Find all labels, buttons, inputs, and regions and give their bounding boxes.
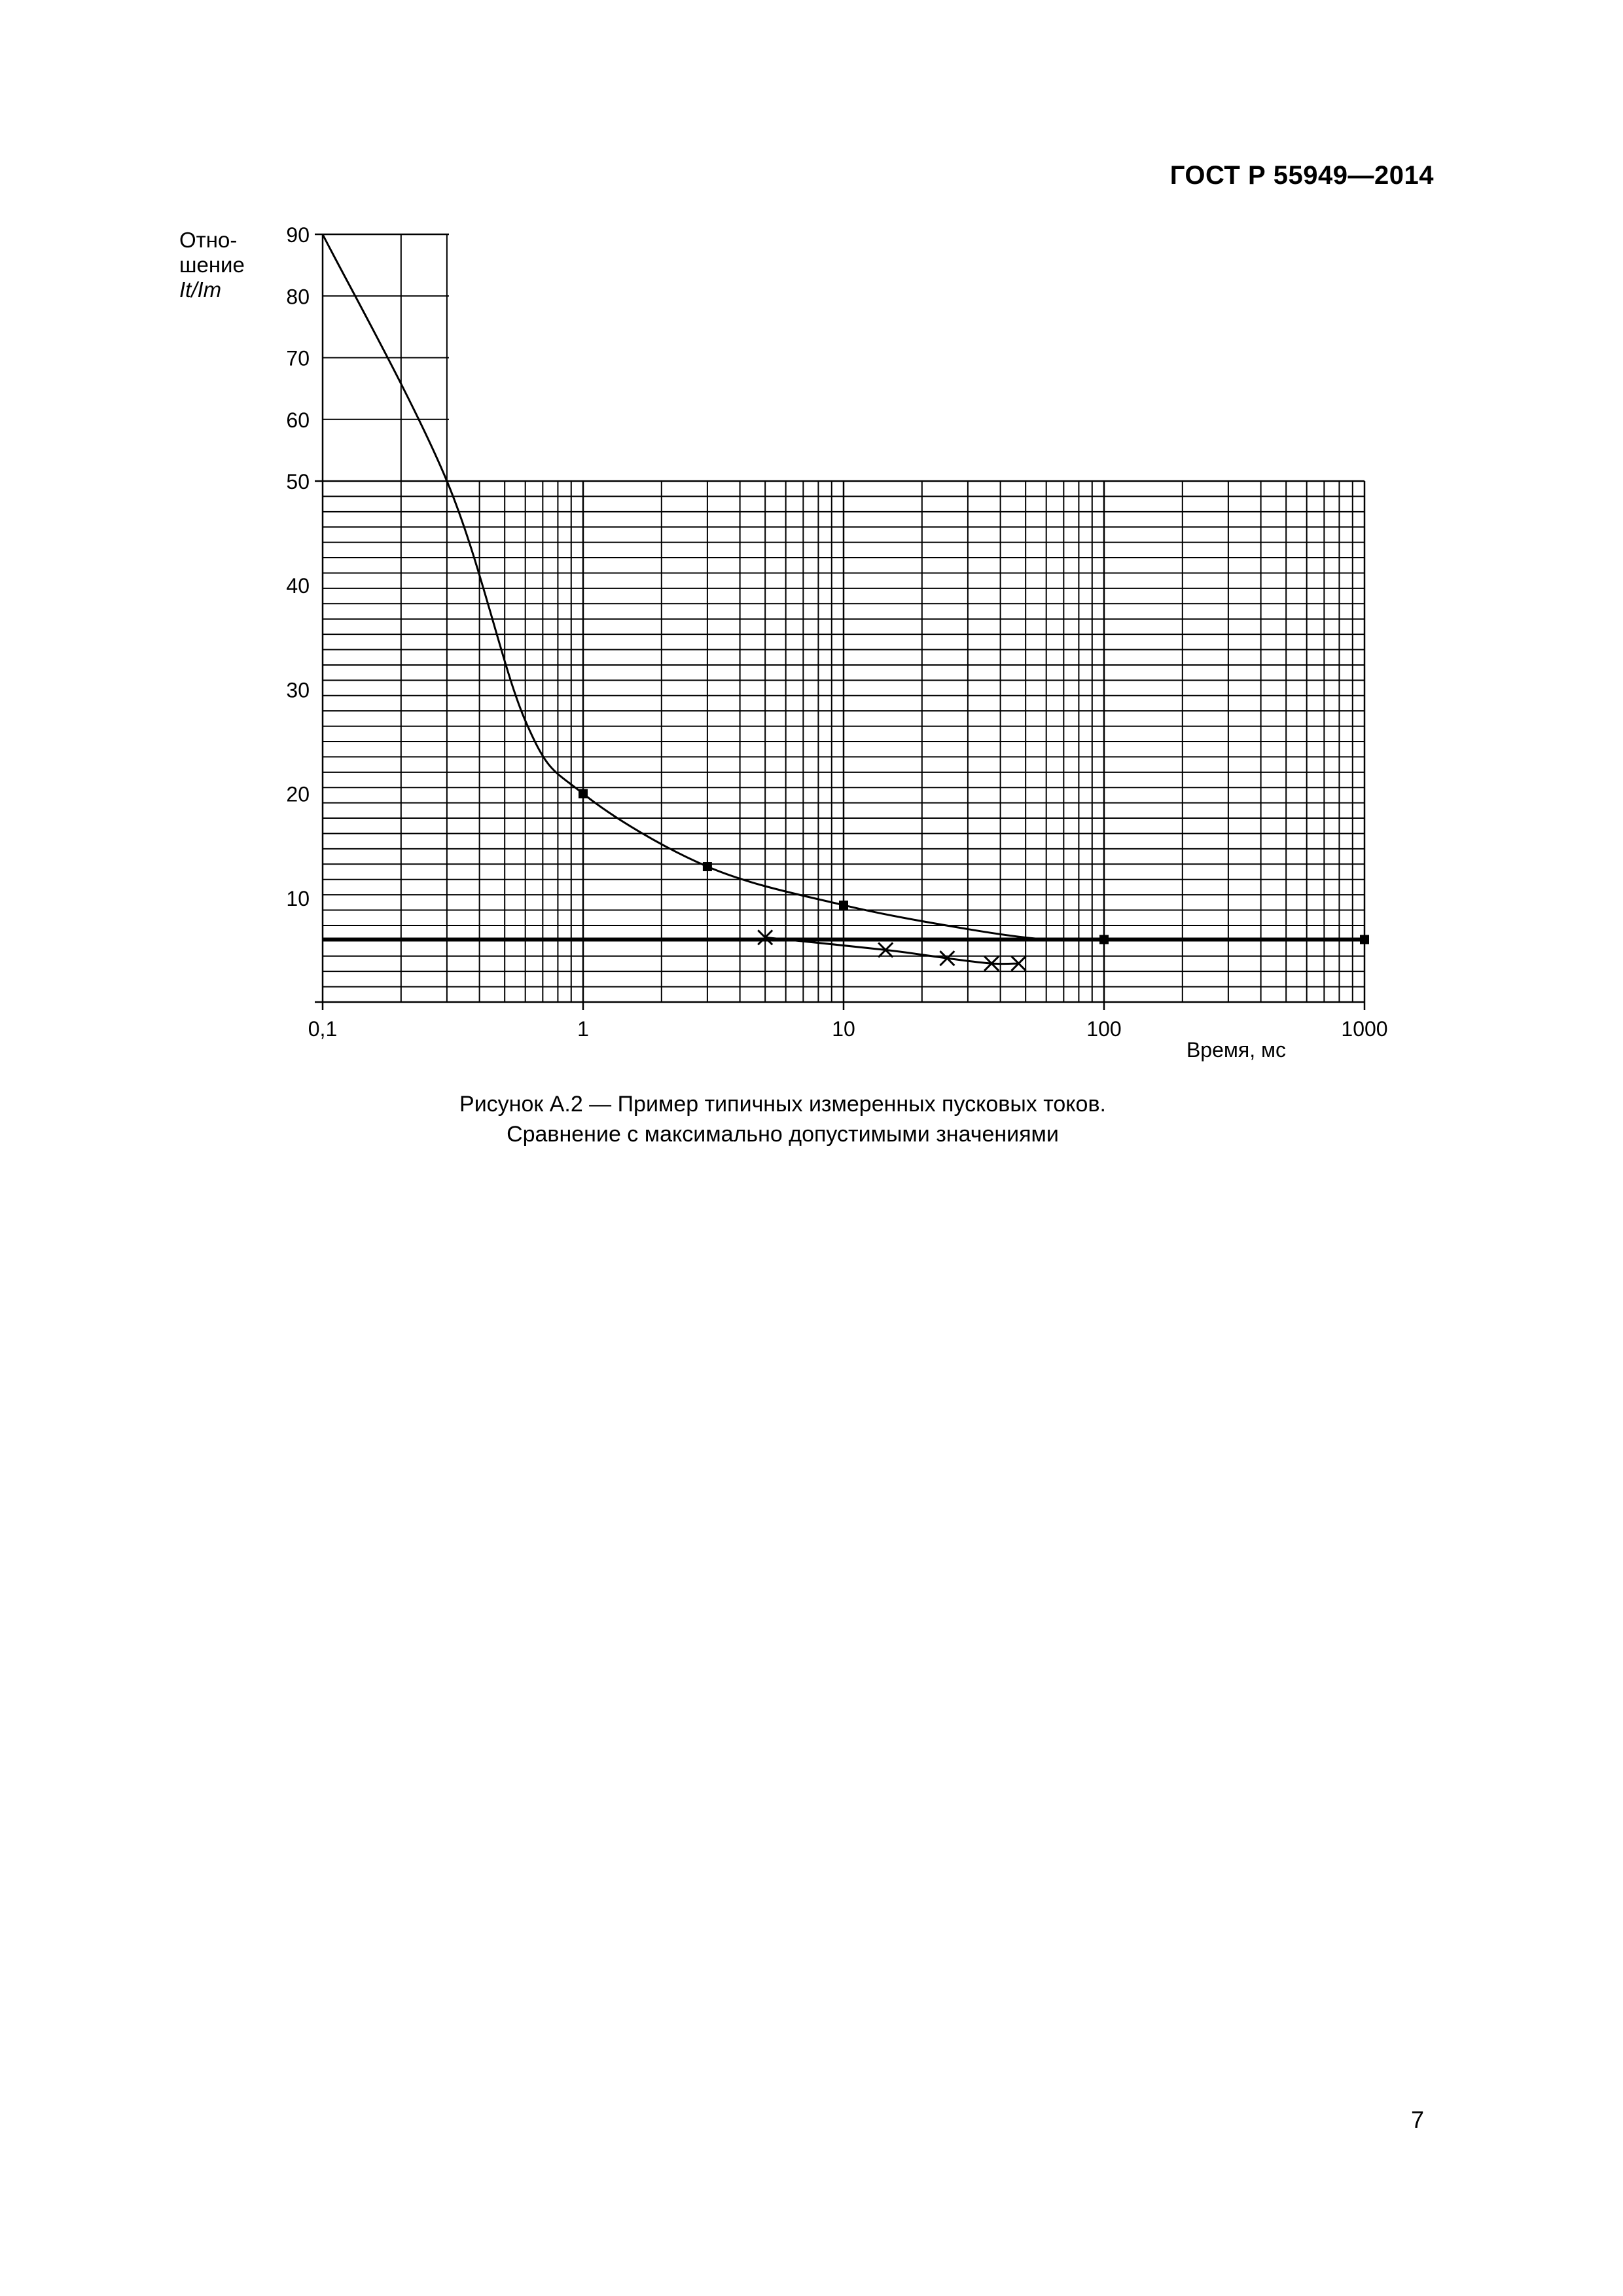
y-axis-label-line-2: шение [179, 253, 245, 277]
cross-stroke [1010, 956, 1027, 972]
figure-caption-line-2: Сравнение с максимально допустимыми знач… [507, 1122, 1059, 1147]
series-line-1 [321, 234, 1364, 942]
cross-stroke [939, 950, 955, 967]
y-axis-label-symbol: It/Im [179, 278, 222, 302]
data-point-square [1360, 935, 1369, 944]
figure-caption: Рисунок А.2 — Пример типичных измеренных… [0, 1089, 1565, 1149]
document-standard-number: ГОСТ Р 55949—2014 [1169, 161, 1434, 190]
cross-stroke [757, 929, 774, 946]
y-tick-label: 80 [286, 285, 310, 308]
data-point-cross [1010, 956, 1027, 972]
x-tick-label: 10 [832, 1017, 855, 1041]
y-tick-label: 10 [286, 887, 310, 910]
y-tick-label: 60 [286, 408, 310, 432]
data-point-cross [984, 956, 1000, 972]
starting-current-chart: 10 20 30 40 50 60 70 80 90 0,1 1 10 100 1000 Время, м… [286, 223, 1387, 1062]
cross-stroke [878, 942, 894, 958]
x-tick-label: 0,1 [308, 1017, 337, 1041]
data-point-cross [939, 950, 955, 967]
series-line-2 [765, 936, 1019, 965]
figure-caption-line-1: Рисунок А.2 — Пример типичных измеренных… [459, 1092, 1106, 1117]
chart-grid [315, 233, 1366, 1010]
cross-stroke [984, 956, 1000, 972]
page-number: 7 [1411, 2106, 1425, 2133]
x-axis-label: Время, мс [1186, 1038, 1286, 1062]
y-tick-label: 70 [286, 347, 310, 370]
data-point-square [839, 900, 848, 910]
chart-series [321, 234, 1369, 972]
y-axis-label-line-1: Отно- [179, 228, 238, 252]
y-tick-label: 50 [286, 470, 310, 493]
data-point-square [702, 862, 712, 872]
data-point-cross [757, 929, 774, 946]
data-point-cross [878, 942, 894, 958]
y-tick-label: 20 [286, 783, 310, 806]
data-point-square [579, 789, 588, 798]
y-tick-label: 40 [286, 574, 310, 598]
x-tick-label: 1000 [1341, 1017, 1387, 1041]
y-axis-label: Отно- шение It/Im [179, 228, 245, 302]
x-tick-label: 100 [1086, 1017, 1121, 1041]
y-tick-label: 30 [286, 678, 310, 702]
data-point-square [1099, 935, 1109, 944]
x-tick-label: 1 [577, 1017, 589, 1041]
y-tick-label: 90 [286, 223, 310, 247]
chart-tick-labels: 10 20 30 40 50 60 70 80 90 0,1 1 10 100 1000 [286, 223, 1387, 1041]
